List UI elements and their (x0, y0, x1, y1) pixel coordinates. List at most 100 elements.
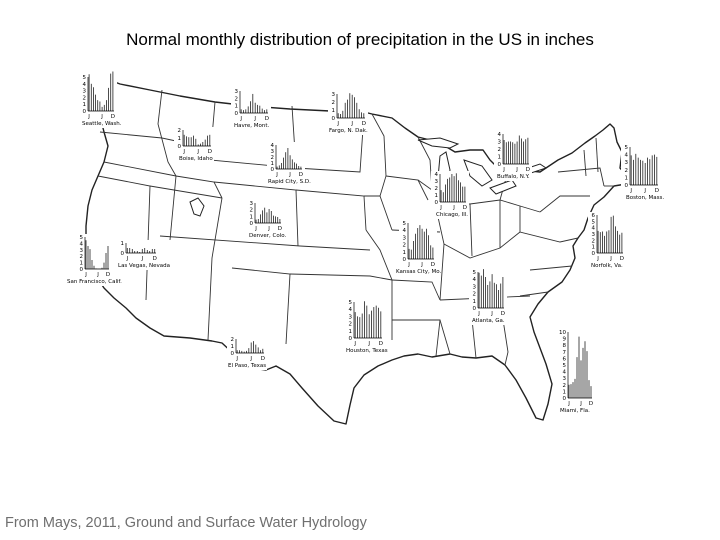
y-tick-label: 0 (83, 109, 87, 115)
y-tick-label: 1 (80, 261, 84, 267)
station-name: Boston, Mass. (626, 195, 664, 201)
y-tick-label: 5 (83, 75, 87, 81)
y-tick-label: 0 (80, 267, 84, 273)
month-label: J (420, 262, 423, 268)
y-tick-label: 5 (592, 219, 596, 225)
station-name: Kansas City, Mo. (396, 269, 442, 275)
y-tick-label: 0 (332, 116, 336, 122)
station-name: Seattle, Wash. (82, 121, 122, 127)
month-label: J (84, 272, 87, 278)
y-tick-label: 4 (625, 153, 629, 159)
month-label: J (350, 121, 353, 127)
month-label: J (254, 226, 257, 232)
month-label: J (353, 341, 356, 347)
month-label: J (125, 256, 128, 262)
month-label: D (111, 114, 115, 120)
month-label: D (589, 401, 593, 407)
y-tick-label: 1 (592, 245, 596, 251)
y-tick-label: 0 (473, 306, 477, 312)
y-tick-label: 3 (250, 201, 254, 207)
y-tick-label: 0 (121, 251, 125, 257)
month-label: D (208, 149, 212, 155)
y-tick-label: 1 (83, 102, 87, 108)
y-tick-label: 3 (332, 92, 336, 98)
month-label: J (579, 401, 582, 407)
month-label: J (196, 149, 199, 155)
month-label: D (655, 188, 659, 194)
station-name: Denver, Colo. (249, 233, 287, 239)
month-label: J (407, 262, 410, 268)
station-name: Miami, Fla. (560, 408, 590, 414)
y-tick-label: 5 (80, 235, 84, 241)
month-label: D (362, 121, 366, 127)
month-label: J (567, 401, 570, 407)
month-label: J (452, 205, 455, 211)
y-tick-label: 2 (435, 186, 439, 192)
month-label: J (288, 172, 291, 178)
y-tick-label: 4 (473, 277, 477, 283)
station-name: Atlanta, Ga. (472, 318, 505, 324)
page-title: Normal monthly distribution of precipita… (126, 30, 594, 49)
y-tick-label: 0 (563, 396, 567, 402)
y-tick-label: 1 (178, 136, 182, 142)
y-tick-label: 9 (563, 337, 567, 343)
y-tick-label: 2 (271, 155, 275, 161)
y-tick-label: 6 (592, 213, 596, 219)
month-label: D (299, 172, 303, 178)
month-label: J (267, 226, 270, 232)
y-tick-label: 2 (83, 95, 87, 101)
station-name: Rapid City, S.D. (268, 179, 311, 185)
month-label: J (609, 256, 612, 262)
source-credit: From Mays, 2011, Ground and Surface Wate… (5, 515, 367, 531)
month-label: D (501, 311, 505, 317)
y-tick-label: 1 (235, 104, 239, 110)
y-tick-label: 2 (178, 128, 182, 134)
y-tick-label: 3 (403, 235, 407, 241)
station-name: Havre, Mont. (234, 123, 270, 129)
station-name: Fargo, N. Dak. (329, 128, 368, 134)
station-name: Las Vegas, Nevada (118, 263, 170, 269)
y-tick-label: 2 (473, 292, 477, 298)
y-tick-label: 2 (592, 238, 596, 244)
month-label: J (367, 341, 370, 347)
month-label: D (620, 256, 624, 262)
y-tick-label: 3 (271, 149, 275, 155)
y-tick-label: 4 (498, 132, 502, 138)
y-tick-label: 5 (563, 363, 567, 369)
month-label: D (261, 356, 265, 362)
month-label: J (253, 116, 256, 122)
y-tick-label: 3 (235, 89, 239, 95)
month-label: J (643, 188, 646, 194)
y-tick-label: 0 (592, 251, 596, 257)
y-tick-label: 8 (563, 343, 567, 349)
station-name: Boise, Idaho (179, 156, 213, 162)
month-label: J (239, 116, 242, 122)
y-tick-label: 0 (498, 162, 502, 168)
month-label: J (249, 356, 252, 362)
y-tick-label: 1 (271, 161, 275, 167)
month-label: D (431, 262, 435, 268)
month-label: J (502, 167, 505, 173)
y-tick-label: 10 (559, 330, 566, 336)
y-tick-label: 3 (349, 314, 353, 320)
month-label: J (439, 205, 442, 211)
y-tick-label: 2 (563, 383, 567, 389)
y-tick-label: 1 (563, 389, 567, 395)
station-backing (231, 88, 271, 130)
month-label: J (96, 272, 99, 278)
y-tick-label: 1 (473, 299, 477, 305)
y-tick-label: 1 (332, 108, 336, 114)
y-tick-label: 2 (250, 208, 254, 214)
y-tick-label: 1 (498, 155, 502, 161)
y-tick-label: 0 (231, 351, 235, 357)
